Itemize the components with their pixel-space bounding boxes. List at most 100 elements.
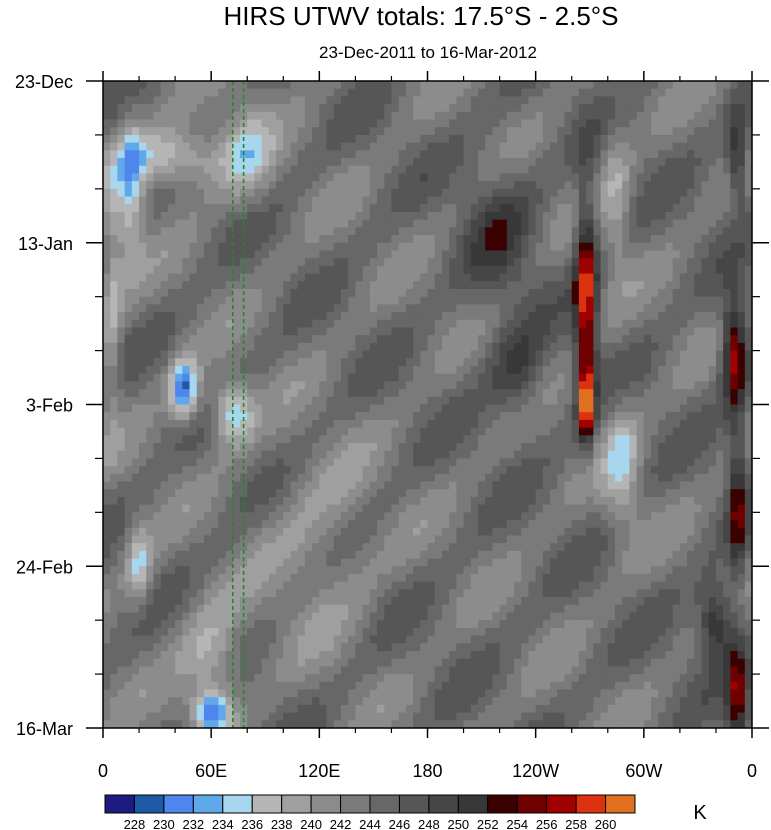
field-cell — [167, 412, 176, 421]
field-cell — [694, 335, 703, 344]
field-cell — [420, 319, 429, 329]
field-cell — [131, 81, 140, 90]
field-cell — [103, 435, 111, 444]
field-cell — [578, 104, 587, 113]
field-cell — [153, 211, 162, 221]
field-cell — [312, 435, 320, 444]
field-cell — [413, 134, 421, 144]
field-cell — [175, 281, 183, 290]
field-cell — [737, 381, 746, 390]
field-cell — [463, 427, 472, 436]
field-cell — [521, 150, 530, 159]
field-cell — [672, 235, 681, 244]
field-cell — [571, 196, 580, 205]
field-cell — [131, 111, 140, 121]
field-cell — [651, 296, 659, 305]
field-cell — [355, 373, 364, 382]
field-cell — [708, 173, 717, 182]
field-cell — [175, 419, 183, 429]
field-cell — [506, 196, 515, 205]
field-cell — [629, 134, 638, 144]
field-cell — [153, 119, 162, 128]
field-cell — [232, 88, 241, 97]
field-cell — [254, 412, 263, 421]
field-cell — [730, 273, 739, 282]
field-cell — [744, 150, 752, 159]
field-cell — [550, 481, 558, 490]
field-cell — [319, 342, 328, 352]
field-cell — [340, 288, 349, 298]
field-cell — [247, 242, 256, 252]
field-cell — [160, 450, 169, 460]
field-cell — [593, 489, 602, 498]
field-cell — [232, 119, 241, 128]
field-cell — [744, 181, 752, 190]
field-cell — [254, 489, 263, 498]
field-cell — [211, 435, 219, 444]
field-cell — [153, 250, 162, 259]
field-cell — [571, 265, 580, 275]
field-cell — [485, 373, 493, 382]
field-cell — [340, 427, 349, 436]
field-cell — [578, 250, 587, 259]
field-cell — [355, 342, 364, 352]
field-cell — [290, 219, 299, 228]
field-cell — [449, 211, 457, 221]
field-cell — [614, 150, 623, 159]
field-cell — [182, 204, 191, 213]
field-cell — [247, 296, 256, 305]
field-cell — [535, 312, 544, 321]
field-cell — [326, 458, 335, 467]
field-cell — [182, 404, 191, 413]
field-cell — [723, 381, 731, 390]
field-cell — [355, 358, 364, 367]
field-cell — [571, 181, 580, 190]
field-cell — [434, 489, 443, 498]
field-cell — [377, 173, 385, 182]
field-cell — [175, 242, 183, 252]
field-cell — [737, 427, 746, 436]
field-cell — [333, 250, 342, 259]
field-cell — [362, 96, 371, 105]
field-cell — [434, 389, 443, 398]
field-cell — [131, 104, 140, 113]
field-cell — [124, 335, 133, 344]
field-cell — [701, 412, 710, 421]
field-cell — [427, 381, 436, 390]
field-cell — [679, 211, 688, 221]
field-cell — [651, 273, 659, 282]
field-cell — [312, 181, 320, 190]
field-cell — [232, 219, 241, 228]
field-cell — [600, 281, 609, 290]
field-cell — [492, 458, 501, 467]
field-cell — [362, 327, 371, 336]
field-cell — [434, 312, 443, 321]
field-cell — [218, 481, 227, 490]
field-cell — [737, 281, 746, 290]
field-cell — [643, 81, 652, 90]
field-cell — [593, 258, 602, 267]
field-cell — [622, 165, 631, 175]
field-cell — [362, 258, 371, 267]
field-cell — [578, 165, 587, 175]
field-cell — [564, 111, 573, 121]
field-cell — [427, 211, 436, 221]
field-cell — [268, 104, 277, 113]
field-cell — [333, 142, 342, 151]
field-cell — [261, 458, 270, 467]
field-cell — [542, 389, 551, 398]
field-cell — [651, 335, 659, 344]
field-cell — [434, 173, 443, 182]
field-cell — [247, 373, 256, 382]
field-cell — [622, 181, 631, 190]
field-cell — [651, 127, 659, 136]
field-cell — [276, 381, 284, 390]
field-cell — [535, 219, 544, 228]
field-cell — [600, 435, 609, 444]
field-cell — [492, 350, 501, 359]
field-cell — [319, 165, 328, 175]
field-cell — [441, 481, 450, 490]
field-cell — [477, 489, 486, 498]
field-cell — [658, 150, 667, 159]
field-cell — [290, 481, 299, 490]
